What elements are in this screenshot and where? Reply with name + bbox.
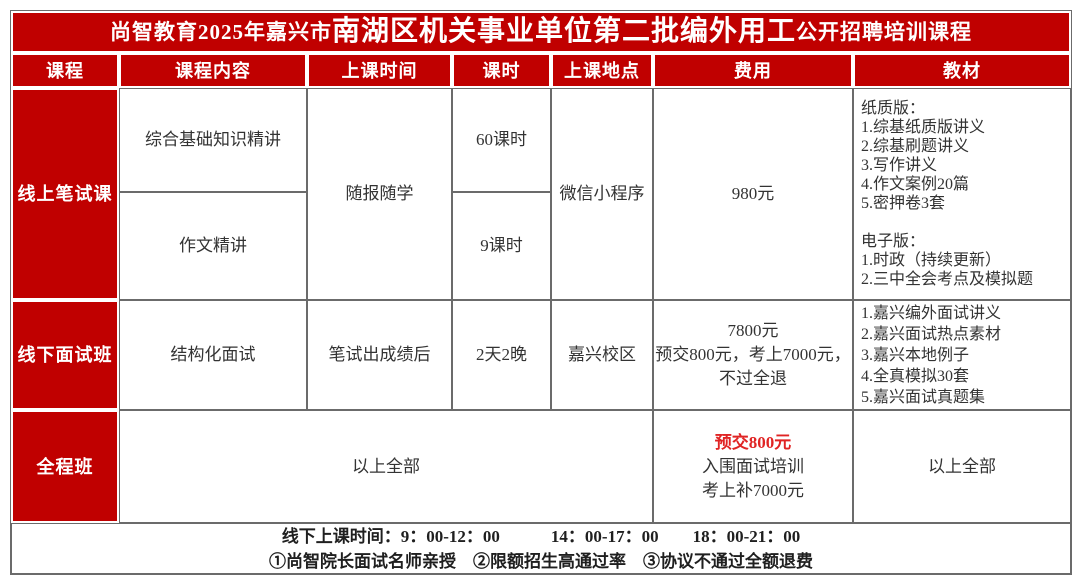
full-content: 以上全部 bbox=[119, 410, 653, 523]
col-header-course: 课程 bbox=[11, 53, 119, 88]
row-offline-name: 线下面试班 bbox=[11, 300, 119, 410]
online-materials-list: 纸质版： 1.综基纸质版讲义 2.综基刷题讲义 3.写作讲义 4.作文案例20篇… bbox=[853, 88, 1071, 300]
full-fee: 预交800元 入围面试培训 考上补7000元 bbox=[653, 410, 853, 523]
material-line: 纸质版： bbox=[861, 100, 926, 117]
material-line: 1.时政（持续更新） bbox=[861, 252, 1002, 269]
online-fee: 980元 bbox=[653, 88, 853, 300]
online-location: 微信小程序 bbox=[551, 88, 653, 300]
material-line: 4.作文案例20篇 bbox=[861, 176, 970, 193]
material-line: 5.密押卷3套 bbox=[861, 195, 946, 212]
col-header-location: 上课地点 bbox=[551, 53, 653, 88]
offline-fee-line1: 7800元 bbox=[727, 321, 779, 340]
full-materials: 以上全部 bbox=[853, 410, 1071, 523]
title-suffix: 公开招聘培训课程 bbox=[796, 20, 972, 44]
offline-fee: 7800元 预交800元，考上7000元， 不过全退 bbox=[653, 300, 853, 410]
footer-benefits-line: ①尚智院长面试名师亲授 ②限额招生高通过率 ③协议不通过全额退费 bbox=[269, 551, 813, 571]
material-line: 3.嘉兴本地例子 bbox=[861, 346, 970, 364]
title-prefix: 尚智教育2025年嘉兴市 bbox=[109, 20, 332, 44]
col-header-content: 课程内容 bbox=[119, 53, 307, 88]
full-fee-line3: 考上补7000元 bbox=[702, 480, 804, 500]
material-line: 5.嘉兴面试真题集 bbox=[861, 388, 986, 406]
material-line: 2.三中全会考点及模拟题 bbox=[861, 271, 1034, 288]
material-line: 2.嘉兴面试热点素材 bbox=[861, 325, 1002, 343]
offline-time: 笔试出成绩后 bbox=[307, 300, 452, 410]
offline-location: 嘉兴校区 bbox=[551, 300, 653, 410]
offline-materials-list: 1.嘉兴编外面试讲义 2.嘉兴面试热点素材 3.嘉兴本地例子 4.全真模拟30套… bbox=[853, 300, 1071, 410]
col-header-time: 上课时间 bbox=[307, 53, 452, 88]
online-content-1: 综合基础知识精讲 bbox=[119, 88, 307, 192]
material-line: 1.嘉兴编外面试讲义 bbox=[861, 304, 1002, 322]
full-fee-line1: 预交800元 bbox=[714, 432, 792, 452]
col-header-materials: 教材 bbox=[853, 53, 1071, 88]
material-line: 4.全真模拟30套 bbox=[861, 367, 970, 385]
offline-content: 结构化面试 bbox=[119, 300, 307, 410]
offline-hours: 2天2晚 bbox=[452, 300, 551, 410]
online-content-2: 作文精讲 bbox=[119, 192, 307, 300]
online-hours-2: 9课时 bbox=[452, 192, 551, 300]
row-online-name: 线上笔试课 bbox=[11, 88, 119, 300]
table-title: 尚智教育2025年嘉兴市 南湖区机关事业单位第二批编外用工 公开招聘培训课程 bbox=[11, 11, 1071, 53]
title-emphasis: 南湖区机关事业单位第二批编外用工 bbox=[331, 16, 796, 47]
material-line: 1.综基纸质版讲义 bbox=[861, 119, 986, 136]
full-fee-line2: 入围面试培训 bbox=[702, 456, 804, 476]
offline-fee-line2: 预交800元，考上7000元， bbox=[655, 345, 851, 364]
col-header-hours: 课时 bbox=[452, 53, 551, 88]
online-time: 随报随学 bbox=[307, 88, 452, 300]
online-hours-1: 60课时 bbox=[452, 88, 551, 192]
footer-note: 线下上课时间：9：00-12：00 14：00-17：00 18：00-21：0… bbox=[11, 523, 1071, 574]
material-line: 电子版： bbox=[861, 233, 926, 250]
offline-fee-line3: 不过全退 bbox=[719, 369, 787, 388]
course-table: 尚智教育2025年嘉兴市 南湖区机关事业单位第二批编外用工 公开招聘培训课程 课程 … bbox=[10, 10, 1072, 575]
row-full-name: 全程班 bbox=[11, 410, 119, 523]
footer-schedule-line: 线下上课时间：9：00-12：00 14：00-17：00 18：00-21：0… bbox=[281, 526, 801, 546]
col-header-fee: 费用 bbox=[653, 53, 853, 88]
material-line: 3.写作讲义 bbox=[861, 157, 938, 174]
material-line: 2.综基刷题讲义 bbox=[861, 138, 970, 155]
